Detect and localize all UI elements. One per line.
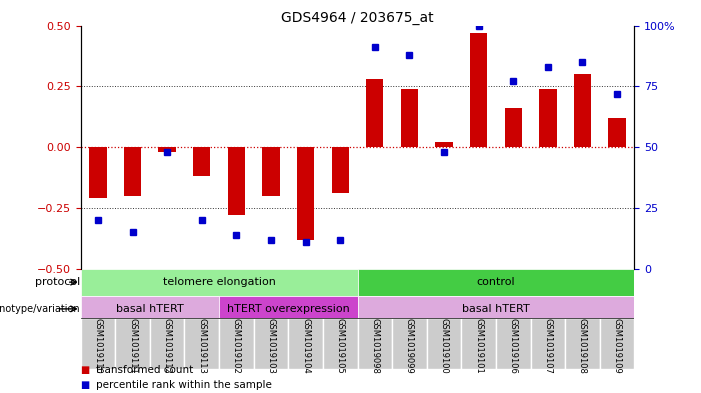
Bar xyxy=(323,318,358,369)
Text: GSM1019109: GSM1019109 xyxy=(613,318,622,374)
Bar xyxy=(470,33,487,147)
Bar xyxy=(124,147,141,196)
Bar xyxy=(461,318,496,369)
Text: GSM1019098: GSM1019098 xyxy=(370,318,379,374)
Bar xyxy=(392,318,427,369)
Bar xyxy=(435,142,453,147)
Bar xyxy=(262,147,280,196)
Text: ■: ■ xyxy=(81,365,90,375)
Bar xyxy=(81,318,115,369)
Text: GSM1019111: GSM1019111 xyxy=(128,318,137,374)
Bar xyxy=(150,318,184,369)
Text: GSM1019110: GSM1019110 xyxy=(93,318,102,374)
Text: GSM1019101: GSM1019101 xyxy=(474,318,483,374)
Bar xyxy=(219,318,254,369)
Bar xyxy=(115,318,150,369)
Bar xyxy=(228,147,245,215)
Bar xyxy=(358,318,392,369)
Bar xyxy=(531,318,565,369)
Text: GSM1019102: GSM1019102 xyxy=(232,318,241,374)
Text: protocol: protocol xyxy=(34,277,80,287)
Text: GSM1019112: GSM1019112 xyxy=(163,318,172,374)
Bar xyxy=(600,318,634,369)
Bar xyxy=(332,147,349,193)
Text: GSM1019107: GSM1019107 xyxy=(543,318,552,374)
Bar xyxy=(427,318,461,369)
Bar xyxy=(158,147,176,152)
Bar xyxy=(89,147,107,198)
Bar xyxy=(539,89,557,147)
Text: percentile rank within the sample: percentile rank within the sample xyxy=(96,380,272,390)
Text: transformed count: transformed count xyxy=(96,365,193,375)
Text: basal hTERT: basal hTERT xyxy=(462,304,530,314)
Text: GSM1019113: GSM1019113 xyxy=(197,318,206,374)
Bar xyxy=(496,318,531,369)
Bar xyxy=(358,269,634,296)
Text: genotype/variation: genotype/variation xyxy=(0,304,80,314)
Title: GDS4964 / 203675_at: GDS4964 / 203675_at xyxy=(281,11,434,24)
Bar xyxy=(81,296,219,322)
Text: control: control xyxy=(477,277,515,287)
Bar xyxy=(81,269,358,296)
Bar xyxy=(505,108,522,147)
Bar xyxy=(574,74,591,147)
Bar xyxy=(297,147,314,240)
Text: GSM1019104: GSM1019104 xyxy=(301,318,310,374)
Text: GSM1019103: GSM1019103 xyxy=(266,318,275,374)
Text: GSM1019108: GSM1019108 xyxy=(578,318,587,374)
Bar xyxy=(288,318,323,369)
Bar xyxy=(565,318,600,369)
Bar xyxy=(193,147,210,176)
Bar xyxy=(366,79,383,147)
Text: ■: ■ xyxy=(81,380,90,390)
Text: GSM1019100: GSM1019100 xyxy=(440,318,449,374)
Text: basal hTERT: basal hTERT xyxy=(116,304,184,314)
Bar xyxy=(254,318,288,369)
Text: GSM1019106: GSM1019106 xyxy=(509,318,518,374)
Bar xyxy=(219,296,358,322)
Bar xyxy=(608,118,626,147)
Text: GSM1019105: GSM1019105 xyxy=(336,318,345,374)
Text: GSM1019099: GSM1019099 xyxy=(405,318,414,374)
Text: telomere elongation: telomere elongation xyxy=(163,277,275,287)
Bar xyxy=(401,89,418,147)
Text: hTERT overexpression: hTERT overexpression xyxy=(227,304,350,314)
Bar xyxy=(184,318,219,369)
Bar xyxy=(358,296,634,322)
